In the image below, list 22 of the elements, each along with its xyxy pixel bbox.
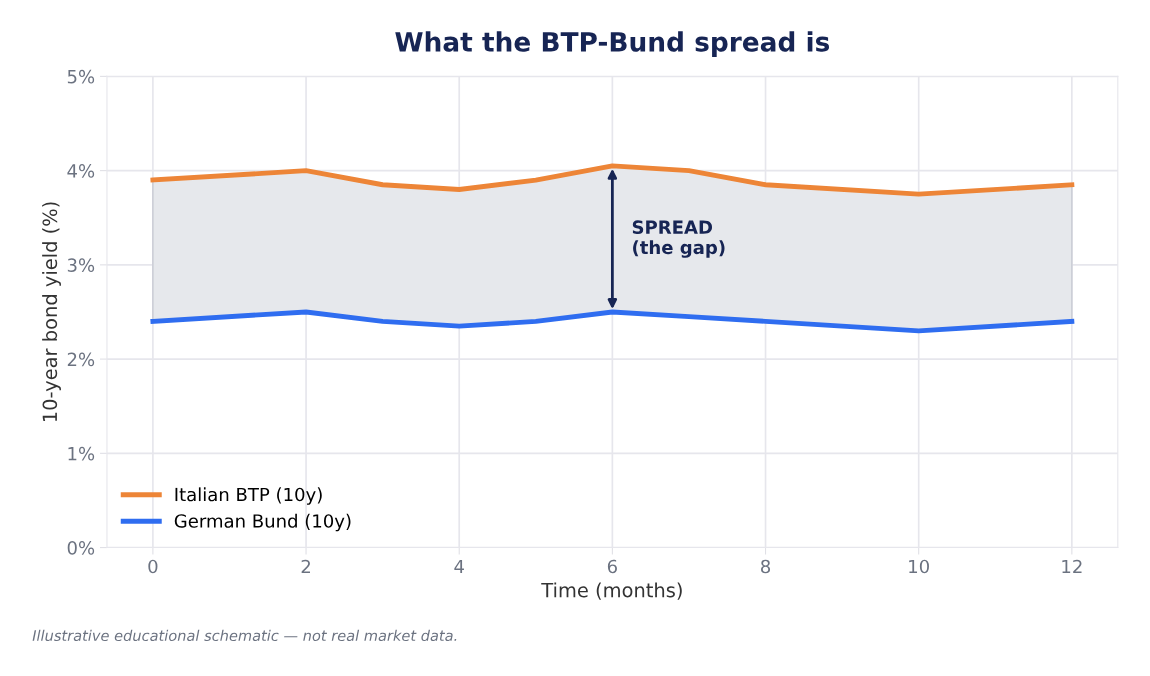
x-tick-label: 0 — [148, 559, 158, 574]
y-tick-label: 1% — [68, 446, 95, 461]
y-tick-label: 4% — [67, 164, 95, 178]
text: Illustrative educational schematic — not real market data. — [32, 629, 457, 642]
legend-label: Italian BTP (10y) — [175, 487, 322, 505]
y-axis-title: 10-year bond yield (%) — [42, 202, 61, 422]
x-tick-label: 6 — [607, 559, 617, 574]
y-tick-label: 0% — [67, 541, 95, 555]
x-tick-label: 4 — [454, 559, 464, 574]
x-tick-label: 8 — [761, 559, 771, 574]
chart-title: What the BTP-Bund spread is — [395, 31, 830, 57]
line-series — [150, 163, 1075, 197]
line-series — [150, 309, 1075, 334]
x-tick-label: 10 — [909, 559, 929, 574]
y-tick-label: 3% — [67, 258, 95, 272]
x-tick-label: 12 — [1062, 559, 1082, 574]
annotation: SPREAD (the gap) — [632, 220, 725, 258]
legend-label: German Bund (10y) — [174, 513, 351, 532]
y-tick-label: 2% — [67, 352, 95, 367]
x-axis-title: Time (months) — [541, 582, 682, 600]
x-tick-label: 2 — [301, 559, 310, 574]
y-tick-label: 5% — [67, 69, 95, 84]
